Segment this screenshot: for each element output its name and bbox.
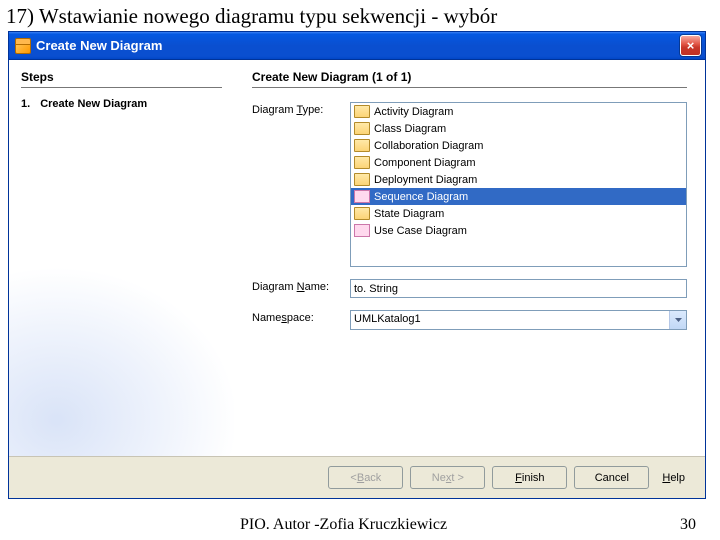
diagram-type-label: Deployment Diagram — [374, 174, 477, 186]
dialog-body: Steps 1. Create New Diagram Create New Di… — [9, 60, 705, 456]
step-number: 1. — [21, 98, 30, 110]
diagram-type-item[interactable]: Deployment Diagram — [351, 171, 686, 188]
diagram-type-label: Use Case Diagram — [374, 225, 467, 237]
diagram-type-item[interactable]: State Diagram — [351, 205, 686, 222]
diagram-type-label: Diagram Type: — [252, 102, 350, 116]
namespace-row: Namespace: UMLKatalog1 — [252, 310, 687, 330]
decorative-swirl — [9, 266, 234, 456]
steps-panel: Steps 1. Create New Diagram — [9, 60, 234, 456]
diagram-type-label: Class Diagram — [374, 123, 446, 135]
diagram-type-item[interactable]: Use Case Diagram — [351, 222, 686, 239]
close-icon[interactable]: × — [680, 35, 701, 56]
step-label: Create New Diagram — [40, 98, 147, 110]
diagram-type-label: State Diagram — [374, 208, 444, 220]
app-icon — [15, 38, 31, 54]
back-button: < Back — [328, 466, 403, 489]
diagram-name-input[interactable] — [350, 279, 687, 298]
diagram-name-row: Diagram Name: — [252, 279, 687, 298]
footer-author: PIO. Autor -Zofia Kruczkiewicz — [240, 516, 447, 534]
diagram-type-row: Diagram Type: Activity Diagram Class Diag… — [252, 102, 687, 267]
cancel-button[interactable]: Cancel — [574, 466, 649, 489]
namespace-label: Namespace: — [252, 310, 350, 324]
window-title: Create New Diagram — [36, 38, 680, 53]
diagram-type-icon — [354, 224, 370, 237]
diagram-type-icon — [354, 190, 370, 203]
diagram-type-list[interactable]: Activity Diagram Class Diagram Collaborati… — [350, 102, 687, 267]
create-diagram-dialog: Create New Diagram × Steps 1. Create New … — [8, 31, 706, 499]
form-heading: Create New Diagram (1 of 1) — [252, 70, 687, 88]
diagram-type-item[interactable]: Activity Diagram — [351, 103, 686, 120]
diagram-type-item[interactable]: Sequence Diagram — [351, 188, 686, 205]
titlebar: Create New Diagram × — [9, 32, 705, 60]
diagram-type-item[interactable]: Class Diagram — [351, 120, 686, 137]
next-button: Next > — [410, 466, 485, 489]
steps-heading: Steps — [21, 70, 222, 88]
chevron-down-icon[interactable] — [669, 311, 686, 329]
namespace-combo[interactable]: UMLKatalog1 — [350, 310, 687, 330]
diagram-name-label: Diagram Name: — [252, 279, 350, 293]
diagram-type-label: Collaboration Diagram — [374, 140, 483, 152]
diagram-type-label: Sequence Diagram — [374, 191, 468, 203]
diagram-type-icon — [354, 139, 370, 152]
diagram-type-item[interactable]: Component Diagram — [351, 154, 686, 171]
button-bar: < Back Next > Finish Cancel Help — [9, 456, 705, 498]
diagram-type-icon — [354, 207, 370, 220]
form-panel: Create New Diagram (1 of 1) Diagram Type… — [234, 60, 705, 456]
diagram-type-icon — [354, 156, 370, 169]
diagram-type-icon — [354, 122, 370, 135]
slide-footer: PIO. Autor -Zofia Kruczkiewicz 30 — [0, 516, 720, 534]
finish-button[interactable]: Finish — [492, 466, 567, 489]
namespace-value: UMLKatalog1 — [351, 311, 669, 329]
diagram-type-label: Component Diagram — [374, 157, 476, 169]
step-item: 1. Create New Diagram — [21, 98, 222, 110]
diagram-type-icon — [354, 105, 370, 118]
diagram-type-icon — [354, 173, 370, 186]
diagram-type-label: Activity Diagram — [374, 106, 453, 118]
diagram-type-item[interactable]: Collaboration Diagram — [351, 137, 686, 154]
footer-page-number: 30 — [680, 516, 696, 534]
help-button[interactable]: Help — [656, 466, 691, 489]
slide-title: 17) Wstawianie nowego diagramu typu sekw… — [0, 0, 720, 31]
